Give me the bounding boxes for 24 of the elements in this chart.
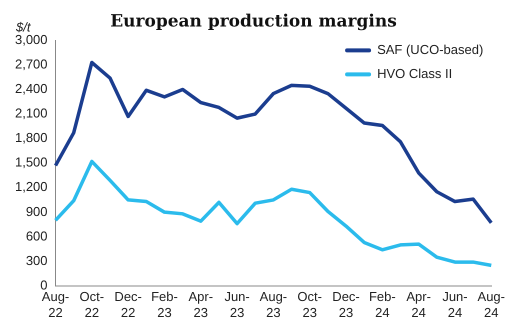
chart-title: European production margins <box>110 12 397 32</box>
y-tick-label: 2,400 <box>14 81 48 96</box>
legend-label: HVO Class II <box>377 66 452 81</box>
x-tick-label: Jun-23 <box>224 289 250 320</box>
x-tick-label: Jun-24 <box>442 289 468 320</box>
x-tick-label: Oct-23 <box>297 289 322 320</box>
x-tick-label: Aug-24 <box>478 289 506 320</box>
x-tick-label: Oct-22 <box>80 289 104 320</box>
legend-label: SAF (UCO-based) <box>377 42 484 57</box>
y-tick-label: 600 <box>26 228 48 244</box>
y-tick-label: 900 <box>26 204 48 219</box>
y-tick-label: 300 <box>26 252 48 268</box>
y-tick-label: 1,200 <box>14 179 48 194</box>
x-tick-label: Dec-22 <box>114 289 142 320</box>
x-tick-label: Aug-23 <box>260 289 288 320</box>
y-tick-label: 2,100 <box>14 106 48 121</box>
x-tick-label: Apr-24 <box>406 289 431 320</box>
y-tick-label: 1,800 <box>14 130 48 146</box>
x-tick-label: Feb-23 <box>151 289 178 320</box>
y-tick-label: 2,700 <box>14 56 48 72</box>
y-tick-label: 1,500 <box>14 154 48 170</box>
x-tick-label: Feb-24 <box>368 289 396 320</box>
x-tick-label: Dec-23 <box>332 289 360 320</box>
x-tick-label: Apr-23 <box>188 289 214 320</box>
